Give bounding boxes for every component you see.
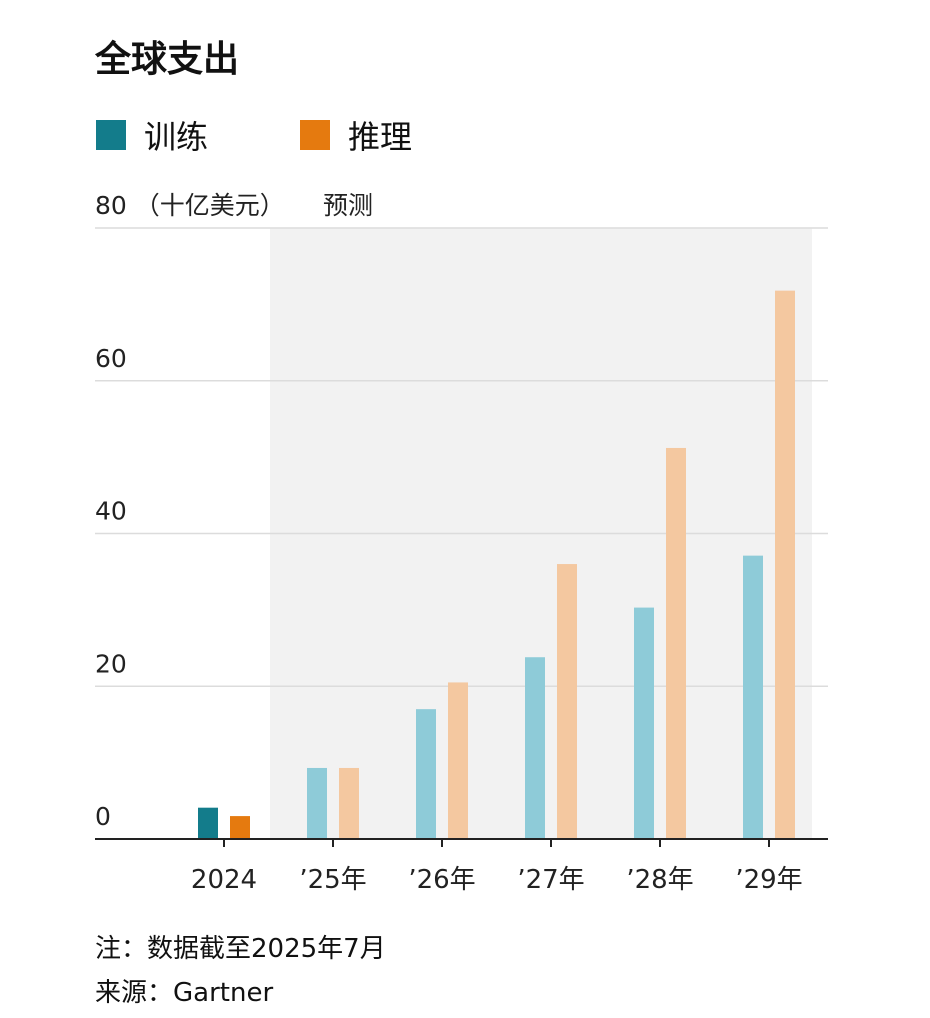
legend-swatch-inference [300,120,330,150]
bar-training [416,709,436,839]
x-tick-label: ’25年 [299,865,366,895]
y-tick-label: 20 [95,649,127,678]
bar-training [634,607,654,839]
bar-inference [230,816,250,839]
chart-title: 全球支出 [95,39,240,80]
x-tick-label: ’28年 [626,865,693,895]
legend-swatch-training [96,120,126,150]
bar-training [307,767,327,839]
y-tick-label: 40 [95,497,127,526]
forecast-label: 预测 [323,191,373,220]
bar-training [198,807,218,839]
x-tick-label: ’29年 [735,865,802,895]
bar-training [525,657,545,839]
bar-inference [339,767,359,839]
y-tick-label: 60 [95,344,127,373]
bar-inference [448,682,468,839]
bar-inference [666,447,686,839]
y-tick-label: 0 [95,802,111,831]
bar-training [743,555,763,839]
chart-source: 来源：Gartner [95,978,274,1008]
x-tick-label: 2024 [191,865,257,895]
legend-label-training: 训练 [144,118,209,156]
legend-item-training: 训练 [96,112,208,158]
legend-label-inference: 推理 [348,118,413,156]
chart-note: 注：数据截至2025年7月 [95,934,386,964]
legend-item-inference: 推理 [300,112,412,158]
x-tick-label: ’27年 [517,865,584,895]
bar-inference [557,564,577,839]
bar-inference [775,290,795,839]
x-tick-label: ’26年 [408,865,475,895]
y-tick-label: 80 （十亿美元） [95,191,285,220]
